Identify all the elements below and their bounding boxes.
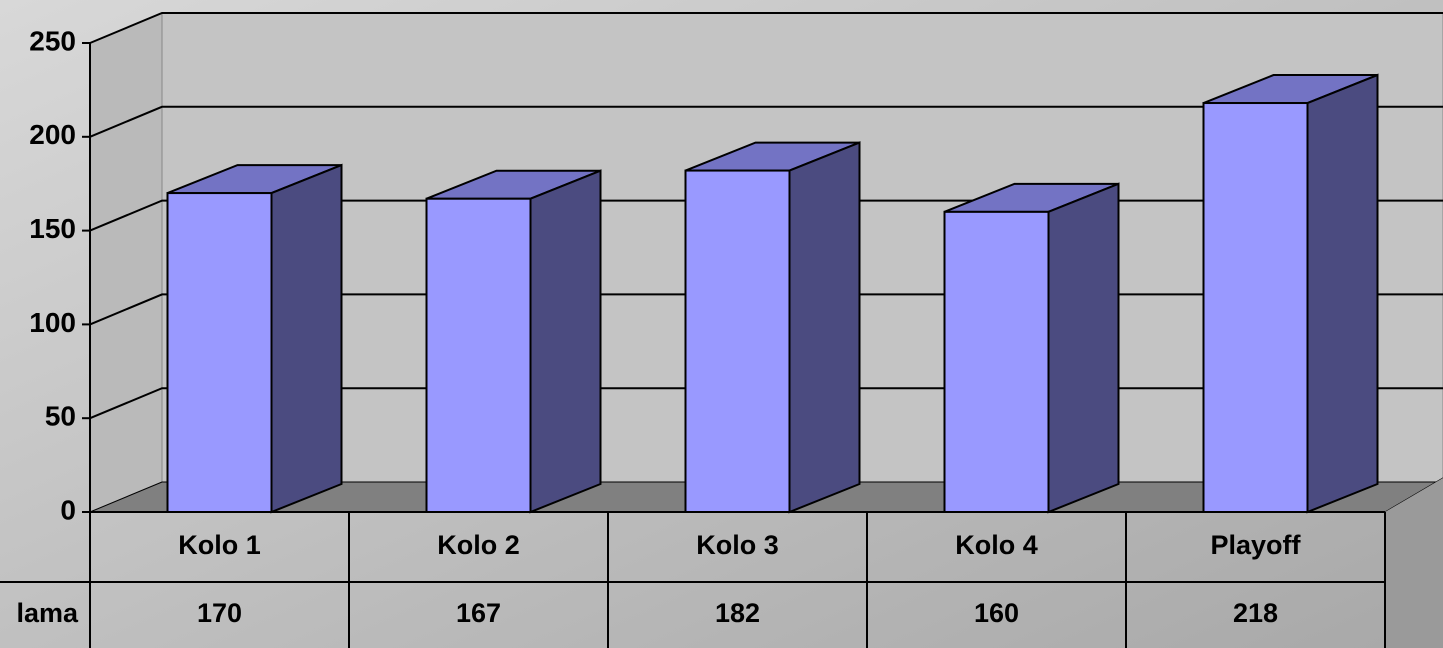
x-tick-label: Kolo 1 — [178, 530, 261, 560]
bar — [166, 192, 273, 514]
table-value: 218 — [1233, 598, 1278, 628]
bar-side — [270, 163, 343, 514]
y-tick-label: 0 — [60, 494, 76, 525]
bar — [425, 197, 532, 513]
x-tick-label: Playoff — [1210, 530, 1301, 560]
bar — [943, 210, 1050, 513]
y-tick-label: 200 — [29, 119, 76, 150]
y-tick-label: 250 — [29, 25, 76, 56]
bar — [1202, 102, 1309, 513]
bar-side — [1047, 182, 1120, 514]
table-value: 182 — [715, 598, 760, 628]
x-tick-label: Kolo 2 — [437, 530, 520, 560]
y-tick-label: 150 — [29, 213, 76, 244]
table-value: 160 — [974, 598, 1019, 628]
side-panel — [1385, 478, 1443, 648]
bar-side — [1306, 73, 1379, 514]
bar-side — [788, 141, 861, 514]
bar — [684, 169, 791, 513]
x-tick-label: Kolo 4 — [955, 530, 1038, 560]
table-value: 167 — [456, 598, 501, 628]
grid-line — [89, 105, 1443, 138]
y-tick-label: 50 — [45, 401, 76, 432]
x-tick-label: Kolo 3 — [696, 530, 779, 560]
side-wall — [89, 12, 163, 513]
y-tick-label: 100 — [29, 307, 76, 338]
grid-line — [89, 12, 1443, 44]
legend-label: lama — [16, 598, 79, 628]
table-value: 170 — [197, 598, 242, 628]
bar-side — [529, 169, 602, 514]
